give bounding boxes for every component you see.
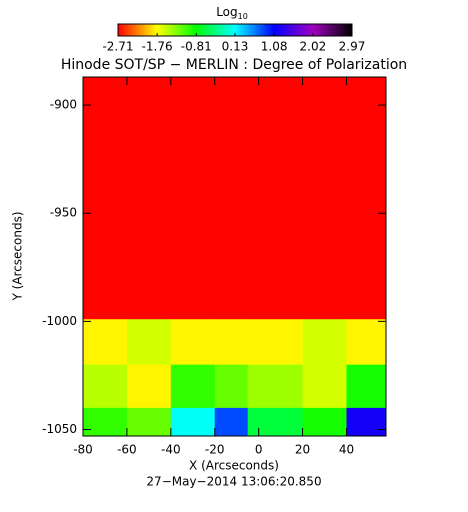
colorbar-label: Log10 <box>216 5 248 21</box>
heatmap-cell <box>83 407 128 437</box>
heatmap-cell <box>214 319 249 366</box>
x-tick-label: 0 <box>255 443 263 457</box>
x-tick-label: -20 <box>205 443 225 457</box>
heatmap-cell <box>170 364 216 409</box>
heatmap-cell <box>346 364 387 409</box>
heatmap-cell <box>83 77 128 320</box>
x-axis-label: X (Arcseconds) <box>189 459 279 473</box>
footer-date: 27−May−2014 13:06:20.850 <box>146 475 321 489</box>
colorbar-tick-label: 2.97 <box>339 40 366 54</box>
y-tick-label: -950 <box>50 206 77 220</box>
heatmap-cell <box>247 407 304 437</box>
colorbar-tick-label: 2.02 <box>300 40 327 54</box>
heatmap-cell <box>126 77 172 320</box>
heatmap-cell <box>214 77 249 320</box>
colorbar-tick-label: -1.76 <box>142 40 173 54</box>
heatmap-cell <box>126 407 172 437</box>
heatmap-cell <box>302 407 347 437</box>
heatmap-cell <box>214 407 249 437</box>
heatmap-cell <box>170 319 216 366</box>
colorbar-tick-label: 1.08 <box>261 40 288 54</box>
heatmap-cell <box>302 319 347 366</box>
heatmap-cell <box>247 77 304 320</box>
x-tick-label: 20 <box>295 443 310 457</box>
colorbar-label-main: Log <box>216 5 237 19</box>
heatmap-cell <box>247 319 304 366</box>
x-tick-label: 40 <box>339 443 354 457</box>
y-tick-label: -1000 <box>42 314 77 328</box>
chart-title: Hinode SOT/SP − MERLIN : Degree of Polar… <box>61 57 407 73</box>
heatmap-cell <box>126 319 172 366</box>
x-tick-label: -60 <box>117 443 137 457</box>
x-tick-label: -40 <box>161 443 181 457</box>
heatmap-cell <box>346 77 387 320</box>
heatmap-cell <box>83 319 128 366</box>
heatmap-cell <box>346 407 387 437</box>
heatmap-cell <box>170 407 216 437</box>
heatmap-cell <box>214 364 249 409</box>
y-tick-label: -1050 <box>42 422 77 436</box>
plot-frame <box>82 76 387 437</box>
colorbar-tick-label: -2.71 <box>102 40 133 54</box>
heatmap-cell <box>247 364 304 409</box>
heatmap-cell <box>170 77 216 320</box>
heatmap-cell <box>346 319 387 366</box>
y-tick-label: -900 <box>50 98 77 112</box>
heatmap-cell <box>126 364 172 409</box>
y-axis-label: Y (Arcseconds) <box>11 211 25 301</box>
heatmap-cell <box>83 364 128 409</box>
colorbar-label-sub: 10 <box>238 12 248 21</box>
colorbar-tick-label: -0.81 <box>181 40 212 54</box>
heatmap-cell <box>302 364 347 409</box>
colorbar-tick-label: 0.13 <box>222 40 249 54</box>
heatmap-cell <box>302 77 347 320</box>
x-tick-label: -80 <box>73 443 93 457</box>
